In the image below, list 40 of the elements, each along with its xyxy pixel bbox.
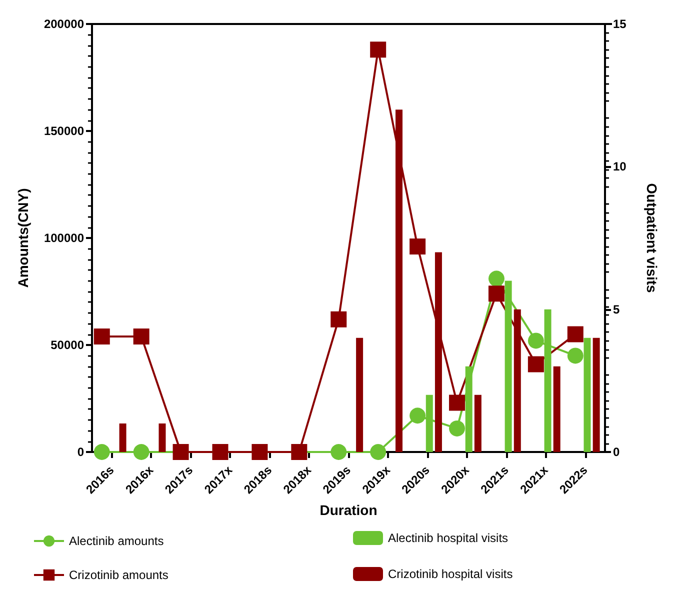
- point: [567, 326, 584, 342]
- y2-tick-label: 15: [613, 17, 627, 31]
- point: [410, 408, 426, 424]
- bar: [356, 338, 364, 452]
- legend-label: Crizotinib hospital visits: [388, 567, 513, 581]
- point: [330, 444, 347, 460]
- y-tick-label: 50000: [50, 338, 84, 352]
- point: [410, 238, 426, 255]
- point: [94, 328, 110, 344]
- point: [488, 270, 504, 287]
- point: [528, 356, 544, 372]
- bar: [474, 394, 482, 452]
- point: [528, 332, 544, 349]
- legend-label: Crizotinib amounts: [69, 568, 168, 582]
- bar: [592, 338, 600, 452]
- legend-label: Alectinib amounts: [69, 534, 164, 548]
- point: [330, 311, 347, 328]
- y-tick-label: 0: [77, 445, 84, 459]
- point: [370, 444, 386, 460]
- y2-tick-label: 5: [613, 302, 620, 316]
- legend-label: Alectinib hospital visits: [388, 531, 508, 545]
- point: [133, 444, 150, 460]
- y2-axis-title: Outpatient visits: [644, 183, 660, 294]
- point: [567, 348, 584, 364]
- point: [94, 444, 110, 460]
- y-axis-title: Amounts(CNY): [15, 188, 31, 288]
- point: [488, 286, 504, 302]
- x-axis-title: Duration: [320, 502, 378, 518]
- y-tick-label: 100000: [44, 231, 84, 245]
- point: [370, 42, 386, 58]
- y-tick-label: 150000: [44, 124, 84, 138]
- bar: [553, 366, 560, 452]
- y2-tick-label: 10: [613, 160, 627, 174]
- y2-tick-label: 0: [613, 445, 620, 459]
- point: [449, 394, 466, 411]
- y-tick-label: 200000: [44, 17, 84, 31]
- bar: [119, 423, 126, 452]
- point: [449, 420, 466, 436]
- bar: [158, 423, 166, 452]
- point: [133, 328, 150, 344]
